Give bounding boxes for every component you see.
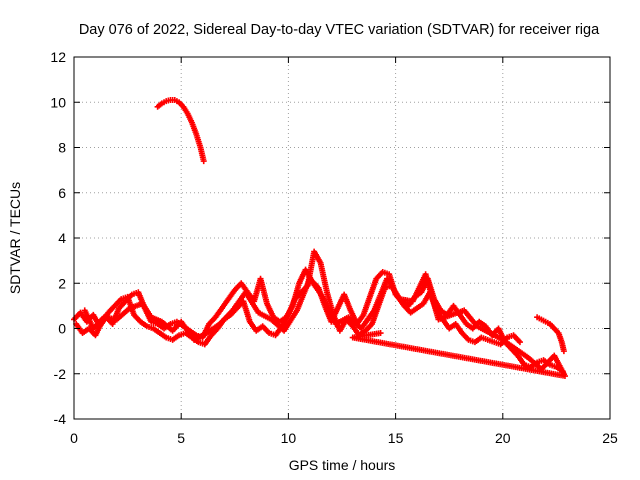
axis-ticks <box>73 56 611 420</box>
series-group <box>81 271 568 380</box>
x-tick-label: 20 <box>495 430 511 446</box>
y-tick-label: 0 <box>58 321 66 337</box>
y-tick-label: 10 <box>50 94 66 110</box>
grid-lines <box>74 57 610 419</box>
data-point <box>377 330 384 337</box>
y-tick-label: 4 <box>58 230 66 246</box>
y-tick-label: -4 <box>54 411 67 427</box>
x-tick-label: 0 <box>70 430 78 446</box>
x-tick-label: 15 <box>388 430 404 446</box>
x-axis-label: GPS time / hours <box>289 457 396 473</box>
data-point <box>200 158 207 165</box>
y-tick-label: 8 <box>58 140 66 156</box>
y-axis-label: SDTVAR / TECUs <box>7 182 23 294</box>
x-tick-label: 10 <box>281 430 297 446</box>
y-tick-label: -2 <box>54 366 67 382</box>
y-tick-label: 12 <box>50 49 66 65</box>
data-markers <box>71 96 568 380</box>
x-tick-labels: 0 5 10 15 20 25 <box>70 430 618 446</box>
x-tick-label: 25 <box>602 430 618 446</box>
series-group <box>154 96 207 165</box>
x-tick-label: 5 <box>177 430 185 446</box>
y-tick-label: 2 <box>58 275 66 291</box>
data-point <box>516 339 523 346</box>
chart-title: Day 076 of 2022, Sidereal Day-to-day VTE… <box>79 22 600 38</box>
y-tick-label: 6 <box>58 185 66 201</box>
series-group <box>534 314 567 355</box>
y-tick-labels: -4 -2 0 2 4 6 8 10 12 <box>50 49 66 427</box>
data-point <box>560 348 567 355</box>
